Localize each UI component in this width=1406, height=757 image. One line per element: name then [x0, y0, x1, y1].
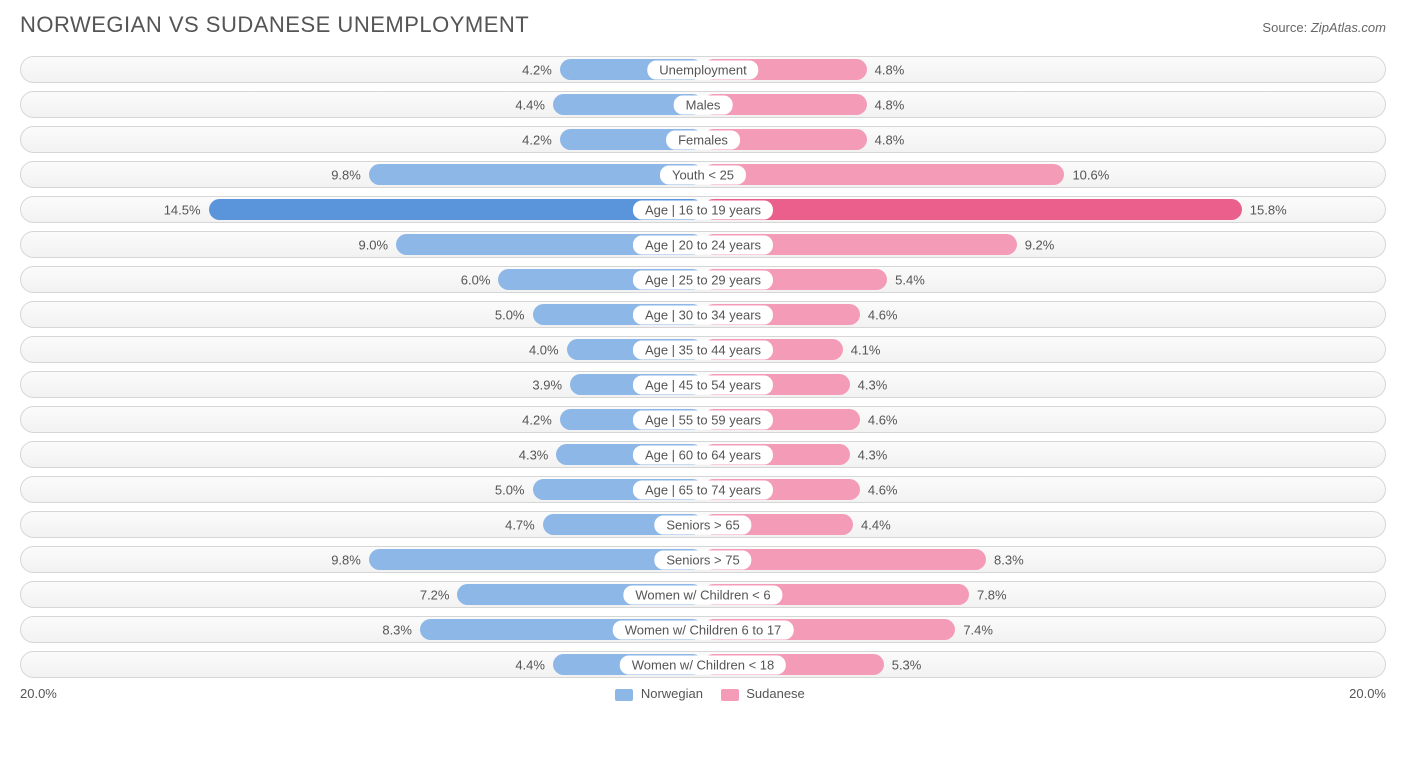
chart-row: 14.5% 15.8% Age | 16 to 19 years: [20, 196, 1386, 223]
source-label: Source:: [1262, 20, 1307, 35]
value-right: 4.6%: [868, 412, 898, 427]
chart-legend: Norwegian Sudanese: [57, 686, 1349, 701]
legend-swatch-left: [615, 689, 633, 701]
row-category-label: Youth < 25: [660, 165, 746, 184]
chart-header: NORWEGIAN VS SUDANESE UNEMPLOYMENT Sourc…: [20, 12, 1386, 38]
chart-row: 8.3% 7.4% Women w/ Children 6 to 17: [20, 616, 1386, 643]
row-category-label: Females: [666, 130, 740, 149]
chart-row: 7.2% 7.8% Women w/ Children < 6: [20, 581, 1386, 608]
value-left: 9.8%: [331, 552, 361, 567]
row-category-label: Age | 55 to 59 years: [633, 410, 773, 429]
chart-row: 9.8% 8.3% Seniors > 75: [20, 546, 1386, 573]
value-right: 15.8%: [1250, 202, 1287, 217]
row-category-label: Seniors > 65: [654, 515, 751, 534]
row-category-label: Seniors > 75: [654, 550, 751, 569]
chart-title: NORWEGIAN VS SUDANESE UNEMPLOYMENT: [20, 12, 529, 38]
chart-row: 4.2% 4.6% Age | 55 to 59 years: [20, 406, 1386, 433]
value-left: 3.9%: [532, 377, 562, 392]
chart-row: 9.0% 9.2% Age | 20 to 24 years: [20, 231, 1386, 258]
value-right: 4.4%: [861, 517, 891, 532]
row-category-label: Age | 60 to 64 years: [633, 445, 773, 464]
chart-row: 4.7% 4.4% Seniors > 65: [20, 511, 1386, 538]
value-left: 4.4%: [515, 97, 545, 112]
value-right: 4.3%: [858, 377, 888, 392]
axis-right-max: 20.0%: [1349, 686, 1386, 701]
row-category-label: Age | 20 to 24 years: [633, 235, 773, 254]
value-left: 8.3%: [382, 622, 412, 637]
value-right: 4.6%: [868, 482, 898, 497]
value-right: 7.4%: [963, 622, 993, 637]
bar-left: [369, 164, 703, 185]
value-right: 10.6%: [1072, 167, 1109, 182]
chart-row: 4.4% 4.8% Males: [20, 91, 1386, 118]
bar-right: [703, 199, 1242, 220]
chart-row: 5.0% 4.6% Age | 30 to 34 years: [20, 301, 1386, 328]
chart-row: 5.0% 4.6% Age | 65 to 74 years: [20, 476, 1386, 503]
chart-row: 4.3% 4.3% Age | 60 to 64 years: [20, 441, 1386, 468]
chart-source: Source: ZipAtlas.com: [1262, 20, 1386, 35]
value-right: 4.6%: [868, 307, 898, 322]
value-left: 14.5%: [164, 202, 201, 217]
row-category-label: Age | 16 to 19 years: [633, 200, 773, 219]
chart-row: 4.2% 4.8% Females: [20, 126, 1386, 153]
value-left: 5.0%: [495, 307, 525, 322]
chart-row: 4.0% 4.1% Age | 35 to 44 years: [20, 336, 1386, 363]
value-left: 4.2%: [522, 62, 552, 77]
value-right: 5.3%: [892, 657, 922, 672]
value-right: 4.1%: [851, 342, 881, 357]
value-left: 9.0%: [358, 237, 388, 252]
value-right: 7.8%: [977, 587, 1007, 602]
value-right: 4.8%: [875, 97, 905, 112]
axis-left-max: 20.0%: [20, 686, 57, 701]
value-left: 7.2%: [420, 587, 450, 602]
value-right: 4.8%: [875, 132, 905, 147]
chart-row: 4.2% 4.8% Unemployment: [20, 56, 1386, 83]
value-right: 5.4%: [895, 272, 925, 287]
value-right: 8.3%: [994, 552, 1024, 567]
value-left: 4.4%: [515, 657, 545, 672]
row-category-label: Women w/ Children < 18: [620, 655, 786, 674]
row-category-label: Unemployment: [647, 60, 758, 79]
value-right: 9.2%: [1025, 237, 1055, 252]
value-left: 4.2%: [522, 412, 552, 427]
row-category-label: Age | 30 to 34 years: [633, 305, 773, 324]
legend-swatch-right: [721, 689, 739, 701]
row-category-label: Age | 65 to 74 years: [633, 480, 773, 499]
value-right: 4.8%: [875, 62, 905, 77]
row-category-label: Women w/ Children 6 to 17: [613, 620, 794, 639]
bar-left: [209, 199, 703, 220]
legend-label-right: Sudanese: [746, 686, 805, 701]
row-category-label: Age | 25 to 29 years: [633, 270, 773, 289]
chart-row: 3.9% 4.3% Age | 45 to 54 years: [20, 371, 1386, 398]
value-left: 9.8%: [331, 167, 361, 182]
chart-row: 4.4% 5.3% Women w/ Children < 18: [20, 651, 1386, 678]
value-left: 6.0%: [461, 272, 491, 287]
bar-right: [703, 164, 1064, 185]
value-left: 4.2%: [522, 132, 552, 147]
chart-footer: 20.0% Norwegian Sudanese 20.0%: [20, 686, 1386, 701]
row-category-label: Age | 35 to 44 years: [633, 340, 773, 359]
row-category-label: Males: [674, 95, 733, 114]
value-left: 4.7%: [505, 517, 535, 532]
bar-left: [369, 549, 703, 570]
row-category-label: Age | 45 to 54 years: [633, 375, 773, 394]
value-left: 4.0%: [529, 342, 559, 357]
legend-label-left: Norwegian: [641, 686, 703, 701]
value-left: 4.3%: [519, 447, 549, 462]
diverging-bar-chart: 4.2% 4.8% Unemployment 4.4% 4.8% Males 4.2% 4.8…: [20, 56, 1386, 678]
row-category-label: Women w/ Children < 6: [623, 585, 782, 604]
chart-row: 9.8% 10.6% Youth < 25: [20, 161, 1386, 188]
value-right: 4.3%: [858, 447, 888, 462]
value-left: 5.0%: [495, 482, 525, 497]
source-site: ZipAtlas.com: [1311, 20, 1386, 35]
chart-row: 6.0% 5.4% Age | 25 to 29 years: [20, 266, 1386, 293]
